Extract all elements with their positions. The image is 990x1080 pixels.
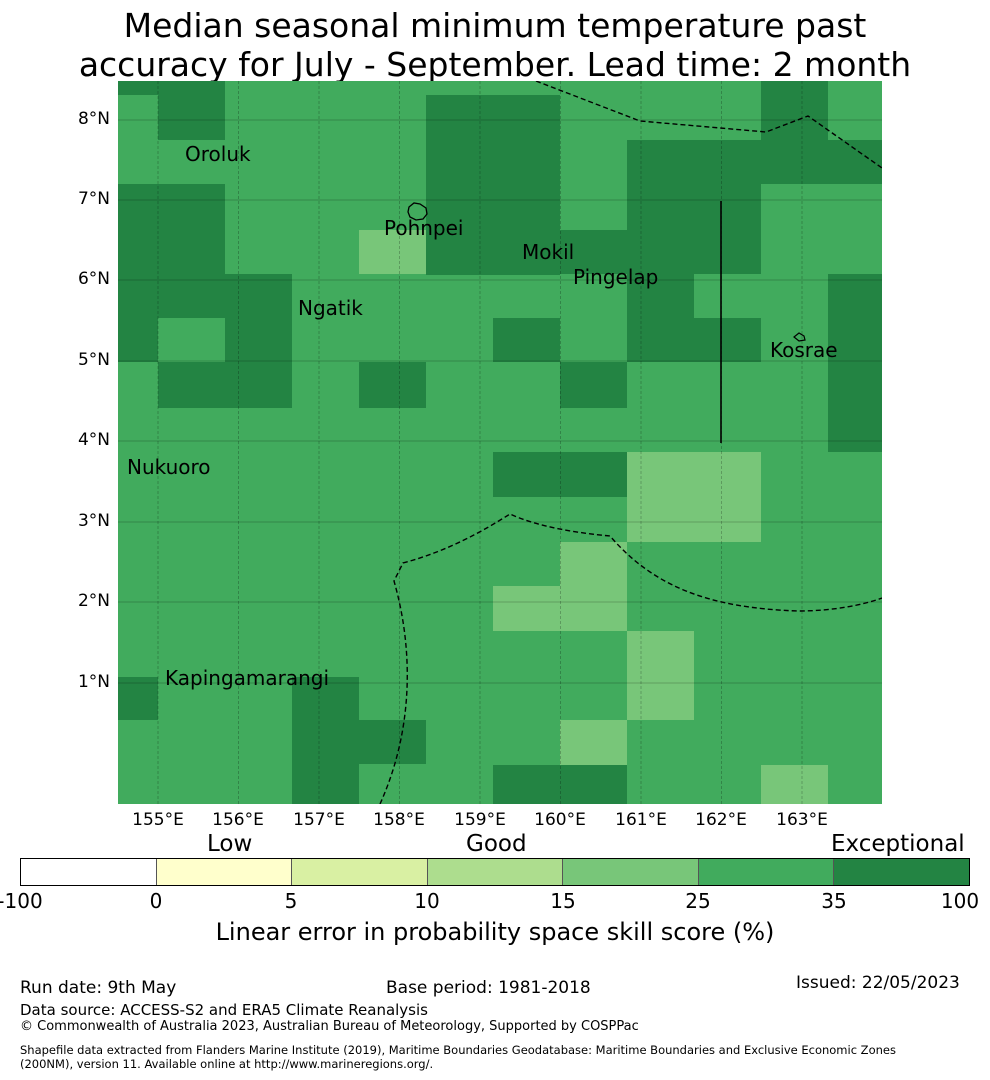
colorbar-tick: 25 — [685, 889, 711, 913]
skill-cell — [426, 95, 560, 275]
lon-label-162e: 162°E — [695, 810, 747, 830]
colorbar-segment — [427, 859, 564, 885]
skill-cell — [627, 274, 694, 318]
title-line-2: accuracy for July - September. Lead time… — [78, 45, 912, 84]
place-label-mokil: Mokil — [522, 240, 575, 264]
place-label-nukuoro: Nukuoro — [127, 455, 211, 479]
lat-label-5n: 5°N — [77, 350, 110, 370]
skill-cell — [118, 184, 225, 274]
colorbar — [20, 858, 970, 886]
skill-cell — [225, 318, 292, 362]
skill-cell — [359, 362, 426, 408]
skill-cell — [828, 274, 882, 452]
colorbar-tick: 10 — [414, 889, 440, 913]
skill-cell — [627, 318, 761, 362]
skill-cell — [118, 318, 158, 362]
colorbar-category-good: Good — [466, 831, 527, 857]
shapefile-credit-line-1: Shapefile data extracted from Flanders M… — [20, 1043, 896, 1057]
eez-boundary-north — [535, 81, 882, 169]
place-label-pohnpei: Pohnpei — [384, 216, 464, 240]
place-label-ngatik: Ngatik — [298, 296, 363, 320]
skill-cell — [292, 677, 359, 804]
place-label-kosrae: Kosrae — [770, 338, 838, 362]
lat-label-3n: 3°N — [77, 511, 110, 531]
lat-label-8n: 8°N — [77, 109, 110, 129]
colorbar-segment — [834, 859, 970, 885]
colorbar-tick: 15 — [550, 889, 576, 913]
skill-cell — [761, 81, 828, 184]
skill-cell — [560, 542, 627, 586]
lon-label-163e: 163°E — [776, 810, 828, 830]
run-date: Run date: 9th May — [20, 978, 177, 998]
lon-label-155e: 155°E — [132, 810, 184, 830]
colorbar-category-low: Low — [207, 831, 253, 857]
skill-cell — [761, 765, 828, 804]
lat-label-1n: 1°N — [77, 672, 110, 692]
place-label-kapingamarangi: Kapingamarangi — [165, 666, 330, 690]
place-label-oroluk: Oroluk — [185, 142, 251, 166]
lon-label-156e: 156°E — [212, 810, 264, 830]
skill-cell — [359, 230, 426, 274]
colorbar-tick: 35 — [821, 889, 847, 913]
colorbar-segment — [292, 859, 428, 885]
skill-cell — [560, 362, 627, 408]
colorbar-tick: 5 — [284, 889, 298, 913]
colorbar-tick: 100 — [940, 889, 980, 913]
lat-label-7n: 7°N — [77, 189, 110, 209]
graticule — [118, 81, 882, 804]
pohnpei-island-outline — [407, 202, 428, 221]
skill-cell — [118, 81, 158, 95]
skill-cell — [493, 586, 627, 631]
title-line-1: Median seasonal minimum temperature past — [123, 6, 867, 45]
colorbar-label: Linear error in probability space skill … — [215, 918, 775, 946]
place-label-pingelap: Pingelap — [573, 265, 659, 289]
colorbar-tick: -100 — [0, 889, 43, 913]
copyright: © Commonwealth of Australia 2023, Austra… — [20, 1019, 639, 1034]
skill-cell — [560, 230, 627, 274]
skill-map-canvas — [118, 81, 882, 804]
skill-cell — [627, 452, 761, 542]
shapefile-credit-line-2: (200NM), version 11. Available online at… — [20, 1057, 434, 1071]
lon-label-159e: 159°E — [454, 810, 506, 830]
colorbar-segment — [156, 859, 293, 885]
lon-label-160e: 160°E — [534, 810, 586, 830]
issued-date: Issued: 22/05/2023 — [796, 973, 960, 993]
skill-cell — [627, 631, 694, 720]
colorbar-category-exceptional: Exceptional — [831, 831, 965, 857]
colorbar-segment — [21, 859, 157, 885]
lat-label-2n: 2°N — [77, 591, 110, 611]
data-source: Data source: ACCESS-S2 and ERA5 Climate … — [20, 1001, 428, 1019]
skill-cells — [118, 81, 882, 804]
map-title: Median seasonal minimum temperature past… — [0, 6, 990, 84]
skill-cell — [158, 81, 225, 140]
base-period: Base period: 1981-2018 — [386, 978, 591, 998]
skill-cell — [493, 452, 627, 497]
skill-map — [118, 81, 882, 804]
eez-boundary-south — [379, 513, 882, 804]
skill-cell — [627, 140, 761, 274]
colorbar-segment — [563, 859, 699, 885]
skill-cell — [118, 677, 158, 720]
skill-cell — [118, 274, 292, 318]
skill-cell — [560, 720, 627, 765]
kosrae-island-outline — [793, 332, 806, 342]
skill-cell — [158, 362, 292, 408]
skill-cell — [359, 720, 426, 764]
colorbar-segment — [698, 859, 835, 885]
lon-label-161e: 161°E — [615, 810, 667, 830]
lon-label-157e: 157°E — [293, 810, 345, 830]
colorbar-tick: 0 — [149, 889, 163, 913]
skill-cell — [493, 318, 560, 362]
lon-label-158e: 158°E — [373, 810, 425, 830]
lat-label-6n: 6°N — [77, 269, 110, 289]
skill-cell — [493, 765, 627, 804]
lat-label-4n: 4°N — [77, 430, 110, 450]
